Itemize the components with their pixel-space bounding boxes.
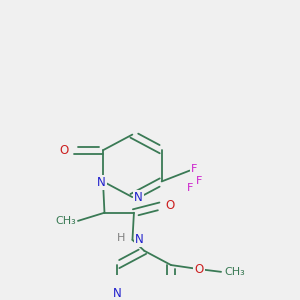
Text: F: F (191, 164, 197, 174)
Text: O: O (59, 144, 68, 157)
Text: H: H (117, 233, 125, 243)
Text: F: F (196, 176, 202, 187)
Text: O: O (166, 200, 175, 212)
Text: CH₃: CH₃ (56, 216, 76, 226)
Text: N: N (134, 233, 143, 246)
Text: N: N (134, 190, 142, 204)
Text: N: N (97, 176, 106, 189)
Text: F: F (187, 183, 193, 193)
Text: CH₃: CH₃ (224, 267, 245, 277)
Text: O: O (194, 262, 204, 276)
Text: N: N (113, 287, 122, 300)
